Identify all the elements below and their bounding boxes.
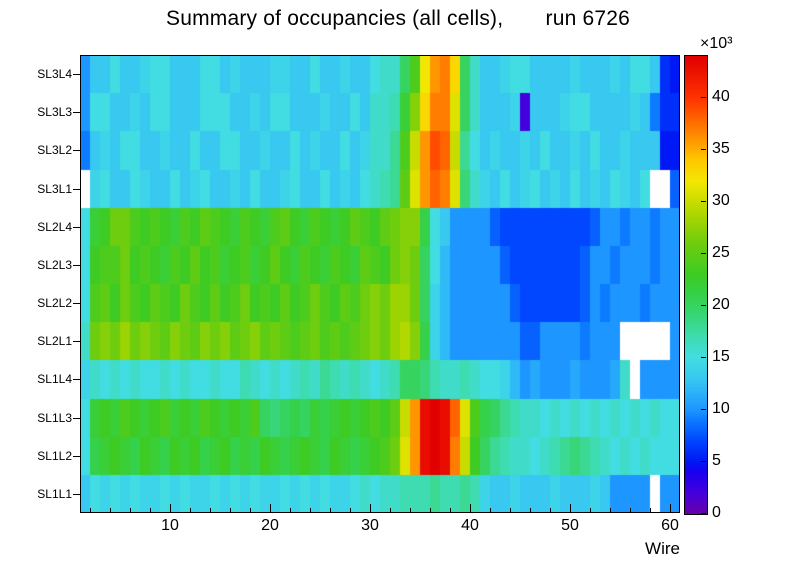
y-axis-label: SL3L2 (37, 143, 72, 158)
x-axis-tick-label: 60 (661, 517, 679, 534)
x-axis-minor-tick (150, 508, 151, 513)
x-axis-minor-tick (350, 508, 351, 513)
x-axis-minor-tick (430, 508, 431, 513)
x-axis-minor-tick (530, 508, 531, 513)
colorbar (684, 55, 708, 515)
y-axis-label: SL3L3 (37, 105, 72, 120)
y-axis-label: SL1L4 (37, 372, 72, 387)
colorbar-tick-label: 30 (712, 191, 730, 209)
y-axis-tick (73, 494, 80, 495)
y-axis-tick (73, 265, 80, 266)
colorbar-tick (701, 201, 706, 202)
y-axis-tick (73, 379, 80, 380)
y-axis-tick (73, 150, 80, 151)
colorbar-tick-label: 10 (712, 399, 730, 417)
y-axis-tick (73, 74, 80, 75)
x-axis-minor-tick (310, 508, 311, 513)
colorbar-tick-label: 35 (712, 139, 730, 157)
chart-title: Summary of occupancies (all cells), run … (165, 7, 631, 30)
y-axis-tick (73, 112, 80, 113)
x-axis-minor-tick (510, 508, 511, 513)
x-axis-minor-tick (410, 508, 411, 513)
x-axis-title: Wire (645, 539, 680, 558)
y-axis-label: SL3L4 (37, 67, 72, 82)
y-axis-tick (73, 303, 80, 304)
y-axis-tick (73, 189, 80, 190)
colorbar-tick (701, 97, 706, 98)
x-axis-tick-label: 20 (261, 517, 279, 534)
colorbar-tick-label: 40 (712, 87, 730, 105)
y-axis-label: SL3L1 (37, 181, 72, 196)
colorbar-tick-label: 15 (712, 347, 730, 365)
y-axis-label: SL2L2 (37, 296, 72, 311)
colorbar-tick (701, 305, 706, 306)
x-axis-minor-tick (330, 508, 331, 513)
x-axis-minor-tick (90, 508, 91, 513)
x-axis-minor-tick (110, 508, 111, 513)
x-axis-minor-tick (450, 508, 451, 513)
x-axis-tick-label: 40 (461, 517, 479, 534)
x-axis-major-tick (670, 504, 671, 513)
x-axis-minor-tick (650, 508, 651, 513)
y-axis-label: SL2L4 (37, 219, 72, 234)
colorbar-tick (701, 409, 706, 410)
x-axis-minor-tick (550, 508, 551, 513)
x-axis-minor-tick (250, 508, 251, 513)
x-axis-minor-tick (490, 508, 491, 513)
colorbar-tick-label: 0 (712, 504, 721, 521)
x-axis-minor-tick (290, 508, 291, 513)
x-axis-minor-tick (190, 508, 191, 513)
x-axis-major-tick (170, 504, 171, 513)
x-axis-major-tick (570, 504, 571, 513)
heatmap-canvas (80, 55, 680, 513)
colorbar-tick (701, 253, 706, 254)
x-axis-minor-tick (630, 508, 631, 513)
x-axis-minor-tick (130, 508, 131, 513)
colorbar-tick-label: 5 (712, 451, 721, 469)
colorbar-tick-label: 20 (712, 295, 730, 313)
y-axis-tick (73, 418, 80, 419)
z-scale-exponent: ×10³ (700, 35, 733, 52)
y-axis-tick (73, 456, 80, 457)
x-axis-tick-label: 10 (161, 517, 179, 534)
x-axis-major-tick (370, 504, 371, 513)
y-axis-tick (73, 227, 80, 228)
y-axis-tick (73, 341, 80, 342)
colorbar-tick (701, 513, 706, 514)
x-axis-minor-tick (230, 508, 231, 513)
x-axis-minor-tick (590, 508, 591, 513)
colorbar-tick (701, 149, 706, 150)
colorbar-tick-label: 25 (712, 243, 730, 261)
colorbar-tick (701, 357, 706, 358)
y-axis-label: SL1L2 (37, 448, 72, 463)
x-axis-major-tick (270, 504, 271, 513)
x-axis-major-tick (470, 504, 471, 513)
x-axis-minor-tick (210, 508, 211, 513)
y-axis-label: SL2L3 (37, 257, 72, 272)
y-axis-label: SL2L1 (37, 334, 72, 349)
y-axis-label: SL1L3 (37, 410, 72, 425)
y-axis-label: SL1L1 (37, 486, 72, 501)
x-axis-minor-tick (390, 508, 391, 513)
colorbar-tick (701, 461, 706, 462)
x-axis-minor-tick (610, 508, 611, 513)
x-axis-tick-label: 30 (361, 517, 379, 534)
x-axis-tick-label: 50 (561, 517, 579, 534)
